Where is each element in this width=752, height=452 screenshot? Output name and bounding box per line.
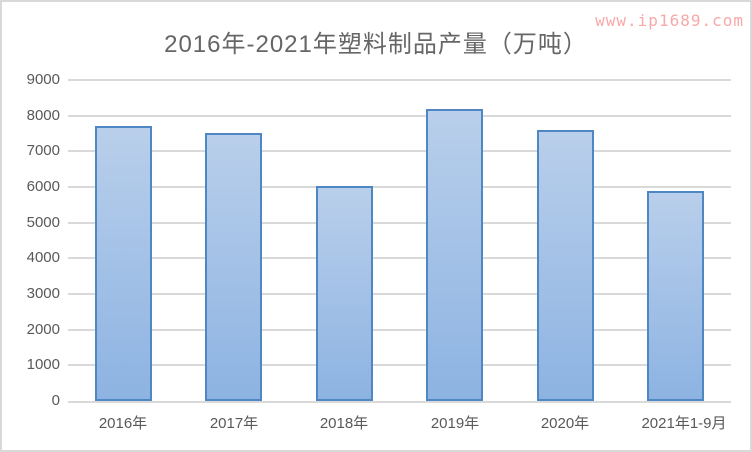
- gridline-8000: [68, 115, 731, 117]
- gridline-1000: [68, 364, 731, 366]
- bar-2021年1-9月: [647, 191, 704, 401]
- x-tick-label-2019年: 2019年: [430, 415, 480, 432]
- x-tick-label-2020年: 2020年: [540, 415, 590, 432]
- gridline-3000: [68, 293, 731, 295]
- bar-2017年: [205, 133, 262, 401]
- gridline-6000: [68, 186, 731, 188]
- bar-2016年: [95, 126, 152, 401]
- bar-2020年: [537, 130, 594, 401]
- x-tick-label-2021年1-9月: 2021年1-9月: [641, 415, 727, 432]
- y-tick-label-5000: 5000: [26, 213, 60, 231]
- bar-2019年: [426, 109, 483, 401]
- chart-title: 2016年-2021年塑料制品产量（万吨）: [164, 31, 588, 58]
- gridline-5000: [68, 222, 731, 224]
- y-tick-label-9000: 9000: [26, 71, 60, 88]
- plot-area: [68, 79, 731, 403]
- y-tick-label-1000: 1000: [26, 356, 60, 374]
- y-tick-label-0: 0: [51, 392, 60, 409]
- y-tick-label-7000: 7000: [26, 142, 60, 160]
- y-tick-label-3000: 3000: [26, 285, 60, 302]
- gridline-2000: [68, 329, 731, 331]
- x-tick-label-2017年: 2017年: [209, 415, 259, 432]
- gridline-7000: [68, 150, 731, 152]
- gridline-9000: [68, 79, 731, 81]
- y-tick-label-8000: 8000: [26, 106, 60, 124]
- y-tick-label-6000: 6000: [26, 178, 60, 195]
- bar-2018年: [316, 186, 373, 401]
- y-tick-label-2000: 2000: [26, 320, 60, 338]
- watermark: www.ip1689.com: [595, 11, 744, 30]
- x-tick-label-2016年: 2016年: [98, 415, 148, 432]
- y-tick-label-4000: 4000: [26, 249, 60, 267]
- gridline-4000: [68, 257, 731, 259]
- x-tick-label-2018年: 2018年: [319, 415, 369, 432]
